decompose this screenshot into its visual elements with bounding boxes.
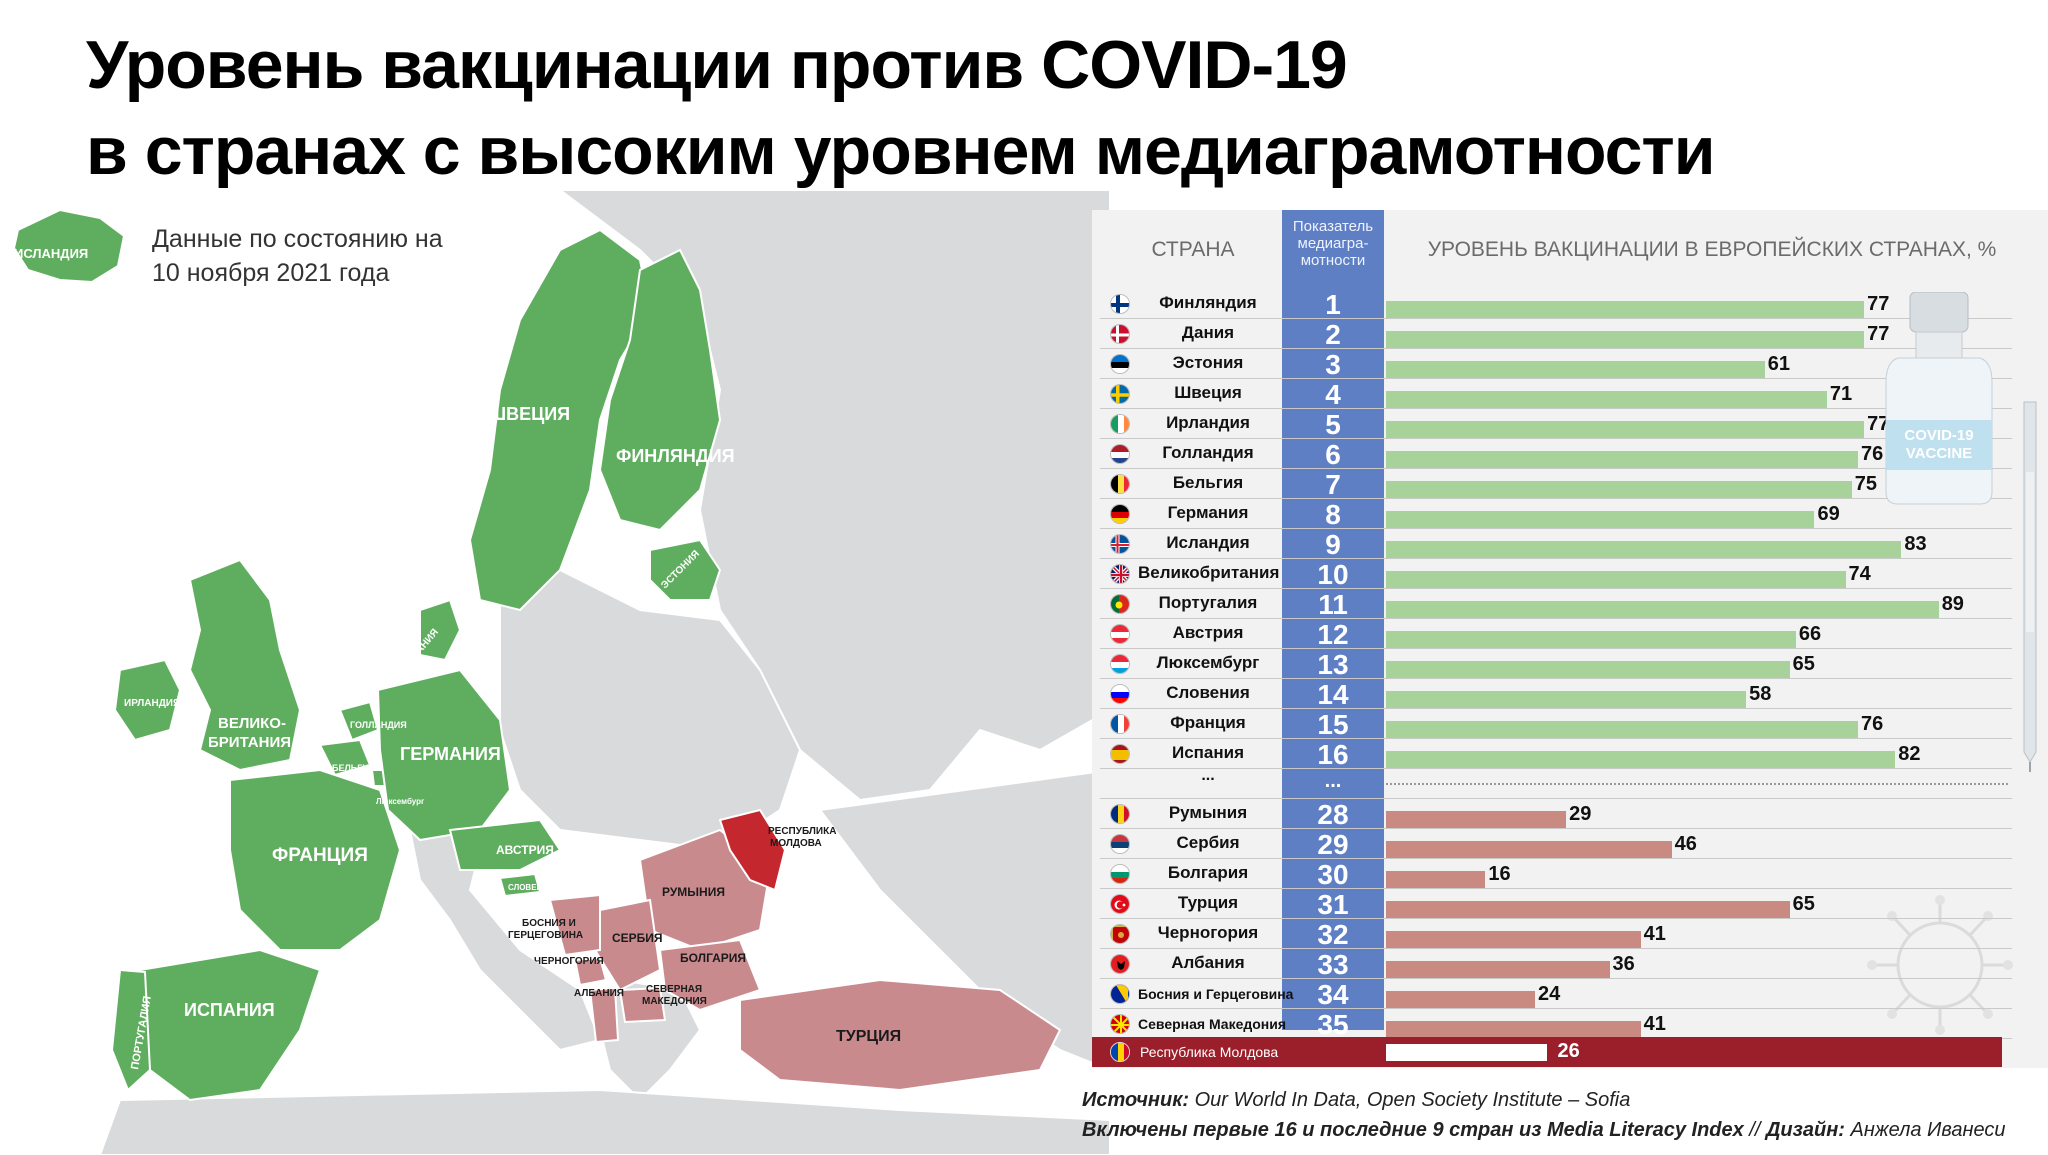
map-portugal	[110, 968, 152, 1092]
map-estonia	[649, 538, 722, 601]
map-label-germany: ГЕРМАНИЯ	[400, 744, 501, 764]
map-label-slovenia: СЛОВЕНИЯ	[508, 883, 554, 892]
map-label-sweden: ШВЕЦИЯ	[488, 404, 570, 424]
map-netherlands	[338, 700, 380, 742]
moldova-value-label: 26	[1557, 1040, 1580, 1062]
virus-icon	[1867, 895, 2013, 1035]
header-country: СТРАНА	[1151, 238, 1235, 261]
map-label-montenegro: ЧЕРНОГОРИЯ	[534, 956, 604, 967]
map-label-albania: АЛБАНИЯ	[574, 988, 624, 999]
map-bosnia	[548, 893, 601, 957]
map-moldova	[718, 808, 787, 892]
map-france	[229, 768, 402, 951]
map-bulgaria	[658, 938, 762, 1012]
vaccine-vial-icon: COVID-19 VACCINE	[1885, 292, 2037, 772]
design-label: Дизайн:	[1765, 1119, 1845, 1141]
map-montenegro	[573, 956, 608, 987]
map-label-bulgaria: БОЛГАРИЯ	[680, 951, 746, 965]
map-label-luxembourg: Люксембург	[376, 797, 425, 806]
map-label-spain: ИСПАНИЯ	[184, 1000, 275, 1020]
source-text: Our World In Data, Open Society Institut…	[1194, 1089, 1631, 1111]
map-label-moldova-2: МОЛДОВА	[770, 838, 822, 849]
date-note-line-2: 10 ноября 2021 года	[152, 259, 390, 287]
map-label-macedonia-1: СЕВЕРНАЯ	[646, 984, 702, 995]
map-label-romania: РУМЫНИЯ	[662, 885, 725, 899]
vaccine-label-2: VACCINE	[1906, 445, 1972, 462]
map-label-netherlands: ГОЛЛАНДИЯ	[350, 720, 407, 730]
source-line-2: Включены первые 16 и последние 9 стран и…	[1082, 1115, 2005, 1145]
map-label-macedonia-2: МАКЕДОНИЯ	[642, 996, 707, 1007]
map-label-belgium: БЕЛЬГИЯ	[332, 763, 375, 773]
header-index-line-1: Показатель	[1292, 218, 1374, 235]
europe-map: ИСЛАНДИЯ ШВЕЦИЯ ФИНЛЯНДИЯ ЭСТОНИЯ ДАНИЯ …	[12, 190, 1110, 1155]
map-label-iceland: ИСЛАНДИЯ	[14, 246, 88, 261]
map-label-austria: АВСТРИЯ	[496, 843, 554, 857]
header-index-line-3: мотности	[1300, 252, 1366, 269]
source-separator: //	[1743, 1119, 1766, 1141]
map-label-bih-1: БОСНИЯ И	[522, 918, 576, 929]
map-spain	[138, 948, 322, 1102]
map-label-bih-2: ГЕРЦЕГОВИНА	[508, 930, 583, 941]
map-slovenia	[498, 872, 542, 898]
moldova-country-name: Республика Молдова	[1140, 1044, 1279, 1060]
moldova-bar	[1386, 1044, 1548, 1061]
title-line-2: в странах с высоким уровнем медиаграмотн…	[86, 113, 1716, 189]
map-macedonia	[618, 986, 667, 1024]
map-albania	[588, 986, 620, 1044]
source-label: Источник:	[1082, 1089, 1190, 1111]
vaccine-label-1: COVID-19	[1904, 427, 1973, 444]
map-grey-central	[499, 568, 802, 852]
header-media-literacy-index: Показатель медиагра- мотности	[1282, 218, 1384, 269]
map-austria	[448, 818, 562, 871]
map-uk	[188, 558, 302, 772]
map-label-turkey: ТУРЦИЯ	[836, 1028, 901, 1045]
included-note: Включены первые 16 и последние 9 стран и…	[1082, 1119, 1744, 1141]
date-note: Данные по состоянию на 10 ноября 2021 го…	[152, 222, 443, 290]
map-label-moldova-1: РЕСПУБЛИКА	[768, 826, 836, 837]
map-grey-africa	[98, 1088, 1110, 1155]
map-finland	[598, 248, 722, 532]
map-ireland	[113, 658, 182, 742]
map-label-finland: ФИНЛЯНДИЯ	[616, 446, 735, 466]
map-turkey	[739, 978, 1062, 1092]
media-literacy-index-column	[1282, 210, 1384, 1030]
map-belgium	[318, 738, 372, 777]
infographic-title: Уровень вакцинации против COVID-19 в стр…	[86, 22, 1986, 194]
map-label-uk-1: ВЕЛИКО-	[218, 715, 286, 732]
title-line-1: Уровень вакцинации против COVID-19	[86, 27, 1348, 103]
map-label-france: ФРАНЦИЯ	[272, 845, 368, 866]
map-label-ireland: ИРЛАНДИЯ	[124, 698, 180, 709]
header-vaccination-rate: УРОВЕНЬ ВАКЦИНАЦИИ В ЕВРОПЕЙСКИХ СТРАНАХ…	[1427, 238, 1997, 261]
moldova-highlight-row: Республика Молдова 26	[1092, 1037, 2002, 1067]
map-iceland	[12, 208, 126, 284]
map-label-uk-2: БРИТАНИЯ	[208, 734, 291, 751]
header-index-line-2: медиагра-	[1297, 235, 1369, 252]
source-line-1: Источник: Our World In Data, Open Societ…	[1082, 1085, 2005, 1115]
map-label-serbia: СЕРБИЯ	[612, 931, 663, 945]
flag-moldova-icon	[1110, 1042, 1130, 1062]
design-author: Анжела Иванеси	[1850, 1119, 2006, 1141]
date-note-line-1: Данные по состоянию на	[152, 225, 443, 253]
map-denmark	[419, 598, 462, 662]
source-footnote: Источник: Our World In Data, Open Societ…	[1082, 1085, 2005, 1145]
